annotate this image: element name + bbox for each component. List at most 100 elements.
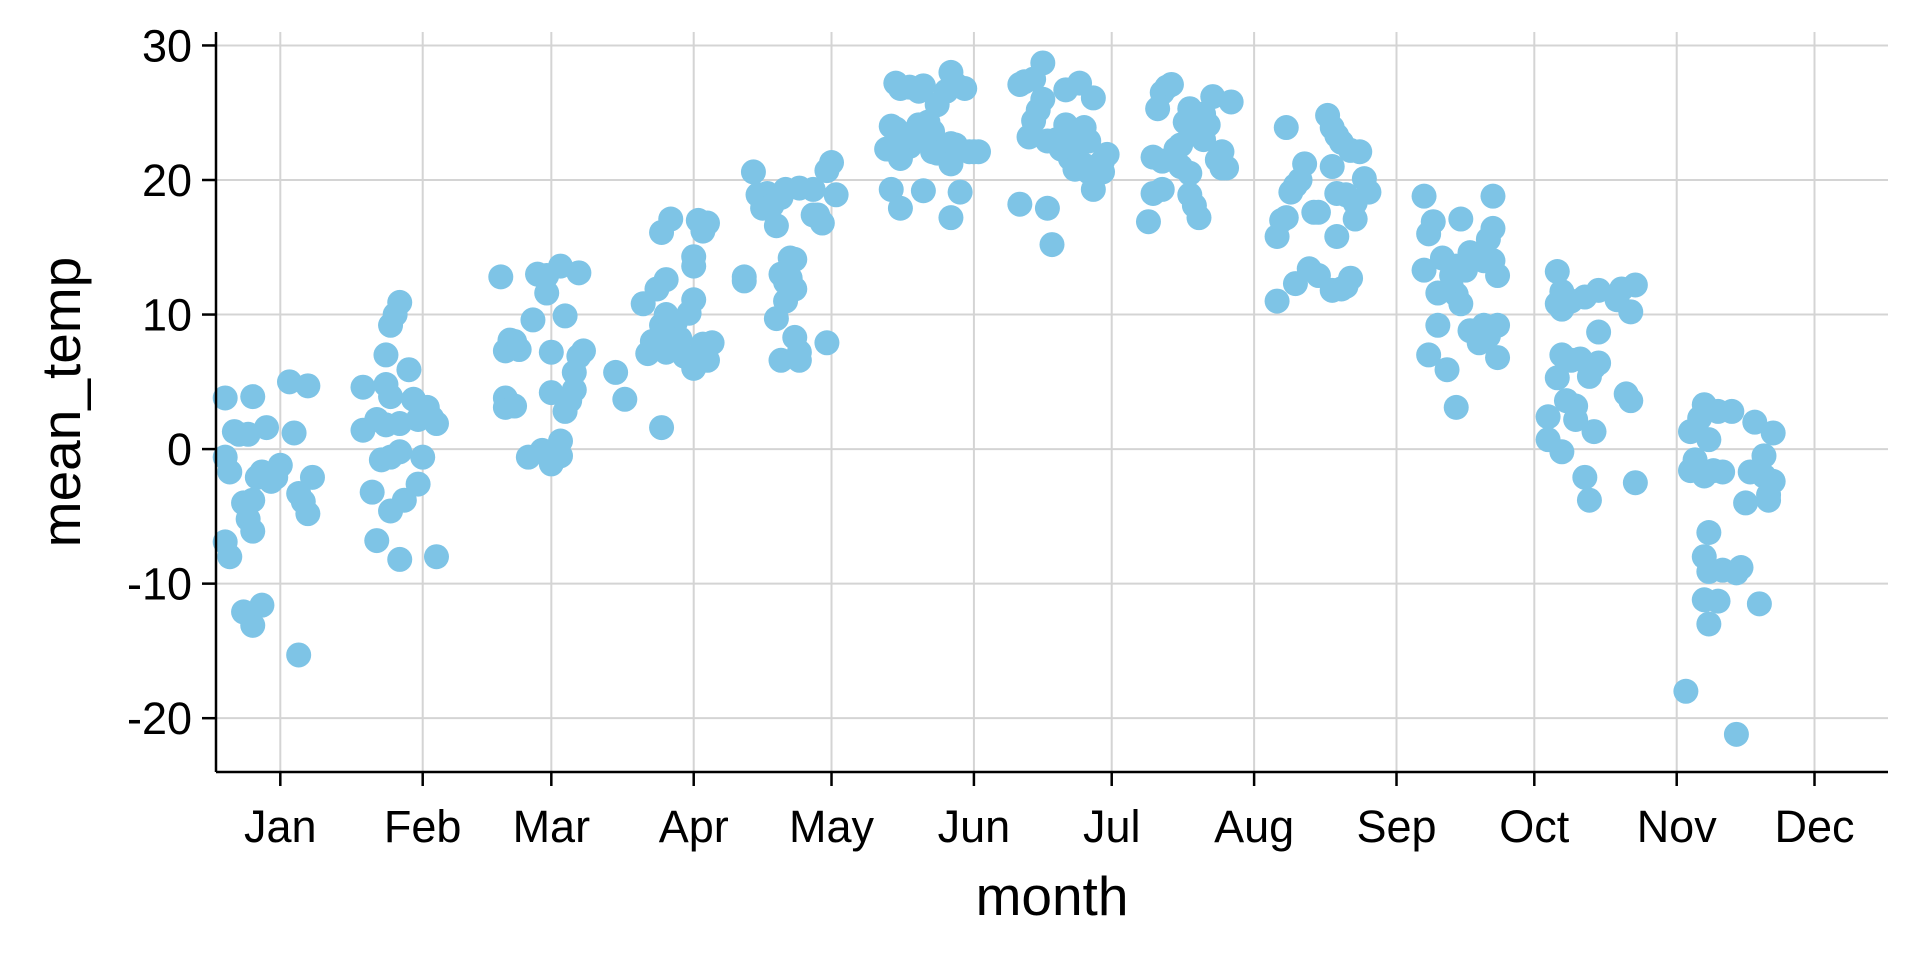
data-point: [561, 377, 587, 403]
data-point: [1030, 86, 1056, 112]
data-point: [1673, 678, 1699, 704]
data-point: [1007, 191, 1033, 217]
data-point: [1149, 176, 1175, 202]
data-point: [387, 439, 413, 465]
data-point: [878, 176, 904, 202]
data-point: [603, 359, 629, 385]
data-point: [240, 612, 266, 638]
data-point: [1195, 112, 1221, 138]
data-point: [786, 347, 812, 373]
data-point: [1039, 232, 1065, 258]
data-point: [423, 544, 449, 570]
data-point: [1434, 357, 1460, 383]
data-point: [1030, 50, 1056, 76]
data-point: [1448, 291, 1474, 317]
data-point: [534, 280, 560, 306]
data-point: [1696, 611, 1722, 637]
data-point: [387, 289, 413, 315]
data-point: [1756, 487, 1782, 513]
data-point: [295, 501, 321, 527]
data-point: [240, 384, 266, 410]
data-point: [1485, 263, 1511, 289]
data-point: [1305, 199, 1331, 225]
data-point: [800, 176, 826, 202]
data-point: [694, 210, 720, 236]
data-point: [1563, 406, 1589, 432]
data-point: [1443, 394, 1469, 420]
data-point: [1273, 205, 1299, 231]
data-point: [1416, 342, 1442, 368]
data-point: [1425, 312, 1451, 338]
data-point: [373, 342, 399, 368]
data-point: [1696, 520, 1722, 546]
data-point: [1751, 443, 1777, 469]
data-point: [552, 303, 578, 329]
data-point: [1094, 141, 1120, 167]
data-point: [612, 386, 638, 412]
x-tick-label: May: [789, 801, 875, 852]
data-point: [1485, 345, 1511, 371]
data-point: [1728, 554, 1754, 580]
data-point: [1324, 224, 1350, 250]
data-point: [1544, 365, 1570, 391]
data-point: [364, 528, 390, 554]
data-point: [653, 267, 679, 293]
data-point: [217, 544, 243, 570]
data-point: [1273, 115, 1299, 141]
data-point: [217, 459, 243, 485]
data-point: [520, 307, 546, 333]
data-point: [681, 253, 707, 279]
data-point: [502, 393, 528, 419]
data-point: [1622, 272, 1648, 298]
data-point: [649, 415, 675, 441]
data-point: [423, 411, 449, 437]
data-point: [396, 357, 422, 383]
y-tick-label: -20: [127, 693, 192, 744]
data-point: [295, 373, 321, 399]
data-point: [1618, 388, 1644, 414]
data-point: [566, 260, 592, 286]
y-tick-label: 10: [142, 290, 192, 341]
data-point: [286, 642, 312, 668]
data-point: [823, 182, 849, 208]
data-point: [1338, 265, 1364, 291]
data-point: [281, 420, 307, 446]
data-point: [240, 487, 266, 513]
data-point: [1342, 206, 1368, 232]
x-tick-label: Aug: [1214, 801, 1294, 852]
x-tick-label: Jan: [244, 801, 317, 852]
data-point: [299, 464, 325, 490]
data-point: [254, 415, 280, 441]
data-point: [763, 213, 789, 239]
data-point: [1218, 89, 1244, 115]
data-point: [1586, 319, 1612, 345]
data-point: [538, 339, 564, 365]
data-point: [405, 471, 431, 497]
data-point: [1622, 470, 1648, 496]
data-point: [947, 179, 973, 205]
data-point: [887, 195, 913, 221]
data-point: [1723, 721, 1749, 747]
data-point: [1746, 591, 1772, 617]
data-point: [782, 276, 808, 302]
data-point: [938, 205, 964, 231]
data-point: [350, 374, 376, 400]
data-point: [1411, 183, 1437, 209]
data-point: [1448, 206, 1474, 232]
data-point: [1480, 215, 1506, 241]
data-point: [920, 119, 946, 145]
data-point: [1076, 128, 1102, 154]
data-points: [212, 50, 1786, 747]
data-point: [1177, 160, 1203, 186]
data-point: [1733, 490, 1759, 516]
data-point: [740, 159, 766, 185]
data-point: [910, 73, 936, 99]
data-point: [1544, 258, 1570, 284]
data-point: [1319, 154, 1345, 180]
data-point: [1347, 139, 1373, 165]
data-point: [910, 178, 936, 204]
data-point: [1214, 155, 1240, 181]
x-tick-label: Apr: [659, 801, 729, 852]
data-point: [1411, 257, 1437, 283]
data-point: [952, 76, 978, 102]
